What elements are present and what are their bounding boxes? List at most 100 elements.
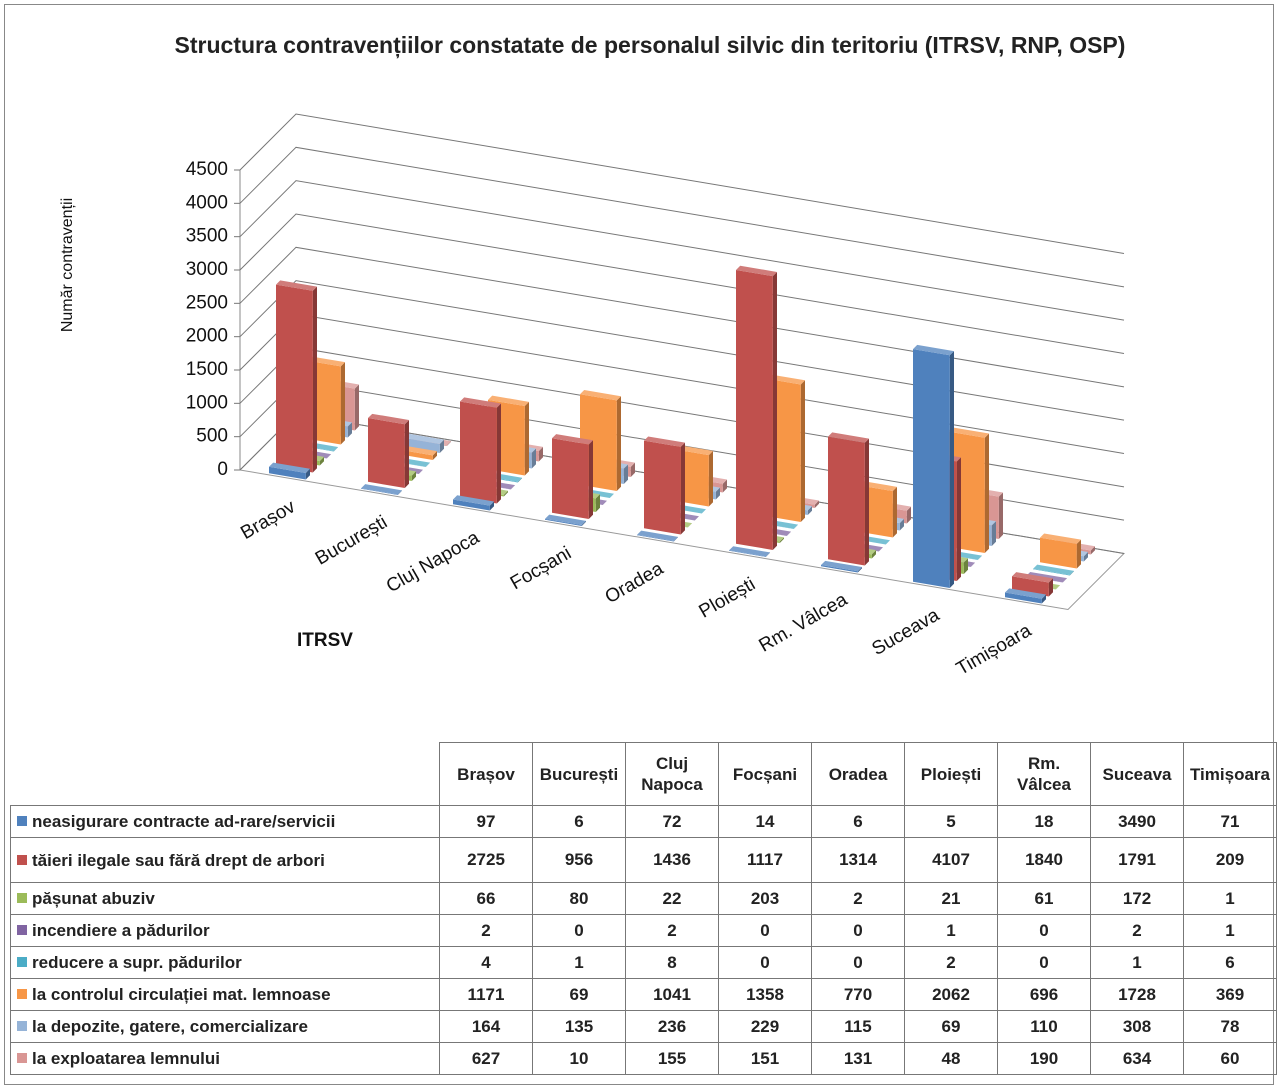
table-value: 2 — [904, 946, 998, 979]
legend-cell: neasigurare contracte ad-rare/servicii — [10, 805, 440, 838]
data-table: Brașov București Cluj Napoca Focșani Oradea P… — [10, 742, 1277, 1075]
grid-line — [239, 280, 1125, 421]
table-value: 1358 — [718, 978, 812, 1011]
bar-front — [276, 284, 313, 473]
y-tick-label: 1000 — [186, 392, 228, 413]
table-header: Cluj Napoca — [625, 742, 719, 806]
bar — [269, 462, 310, 480]
bar-top — [1033, 564, 1074, 576]
bar-side — [1048, 578, 1053, 597]
table-row: la exploatarea lemnului 627 10 155 151 131 48 1… — [10, 1042, 1277, 1075]
bar-top — [488, 395, 529, 407]
table-value: 71 — [1183, 805, 1277, 838]
table-value: 14 — [718, 805, 812, 838]
x-tick-label: Ploiești — [695, 574, 759, 623]
bar-side — [446, 441, 451, 446]
bar-front — [1005, 592, 1042, 604]
bar-side — [616, 396, 621, 491]
bar-front — [1033, 568, 1070, 576]
table-value: 1171 — [439, 978, 533, 1011]
bar-top — [1005, 588, 1046, 599]
legend-label: neasigurare contracte ad-rare/servicii — [32, 812, 336, 831]
legend-label: la depozite, gatere, comercializare — [32, 1017, 308, 1036]
table-value: 5 — [904, 805, 998, 838]
bar-front — [269, 466, 306, 480]
table-value: 627 — [439, 1042, 533, 1075]
x-tick-label: Oradea — [602, 558, 668, 608]
table-value: 2 — [625, 914, 719, 947]
bar-side — [319, 456, 324, 466]
table-value: 4107 — [904, 837, 998, 883]
table-value: 634 — [1090, 1042, 1184, 1075]
table-value: 10 — [532, 1042, 626, 1075]
bar-side — [595, 494, 600, 512]
table-value: 1 — [532, 946, 626, 979]
table-value: 151 — [718, 1042, 812, 1075]
bar — [368, 413, 409, 488]
bar — [453, 495, 494, 511]
bar — [403, 433, 444, 453]
bar-side — [588, 440, 593, 519]
legend-label: pășunat abuziv — [32, 889, 155, 908]
bar-side — [793, 524, 798, 529]
table-row: neasigurare contracte ad-rare/servicii 97… — [10, 805, 1277, 838]
bar-top — [637, 530, 678, 542]
x-tick-label: Cluj Napoca — [383, 527, 484, 597]
table-value: 229 — [718, 1010, 812, 1043]
bar-side — [765, 552, 770, 557]
bar-side — [1090, 546, 1095, 555]
bar-front — [729, 550, 766, 557]
table-value: 1 — [1183, 914, 1277, 947]
grid-line — [239, 246, 1125, 388]
table-value: 0 — [997, 914, 1091, 947]
bar — [644, 436, 685, 535]
table-value: 2 — [811, 882, 905, 915]
table-value: 2 — [1090, 914, 1184, 947]
table-row: tăieri ilegale sau fără drept de arbori 2… — [10, 837, 1277, 883]
bar-side — [779, 537, 784, 543]
bar-side — [687, 523, 692, 528]
bar-side — [949, 351, 954, 588]
bar-side — [312, 286, 317, 473]
table-value: 369 — [1183, 978, 1277, 1011]
bar-side — [425, 462, 430, 467]
bar — [913, 344, 954, 588]
table-header: Focșani — [718, 742, 812, 806]
table-value: 1 — [1090, 946, 1184, 979]
table-value: 172 — [1090, 882, 1184, 915]
bar-side — [333, 446, 338, 452]
y-tick-label: 2000 — [186, 326, 228, 347]
bar-top — [729, 546, 770, 557]
bar-side — [411, 471, 416, 481]
table-row: la depozite, gatere, comercializare 164 13… — [10, 1010, 1277, 1043]
bar-side — [305, 468, 310, 480]
table-value: 97 — [439, 805, 533, 838]
table-value: 190 — [997, 1042, 1091, 1075]
table-value: 60 — [1183, 1042, 1277, 1075]
table-header: Suceava — [1090, 742, 1184, 806]
table-value: 956 — [532, 837, 626, 883]
table-value: 0 — [718, 946, 812, 979]
table-value: 6 — [811, 805, 905, 838]
table-value: 1436 — [625, 837, 719, 883]
table-value: 1791 — [1090, 837, 1184, 883]
bar-side — [630, 462, 635, 477]
table-value: 6 — [1183, 946, 1277, 979]
bar-side — [786, 531, 791, 536]
bar-side — [864, 438, 869, 566]
bar-side — [984, 433, 989, 553]
bar — [361, 484, 402, 495]
bar-side — [708, 450, 713, 507]
bar-side — [991, 521, 996, 546]
table-value: 770 — [811, 978, 905, 1011]
table-value: 1 — [904, 914, 998, 947]
bar-top — [403, 433, 444, 444]
bar — [828, 432, 869, 566]
bar-side — [503, 490, 508, 497]
y-tick-label: 500 — [196, 426, 228, 447]
y-tick-label: 4000 — [186, 192, 228, 213]
table-value: 1 — [1183, 882, 1277, 915]
bar-top — [1012, 572, 1053, 583]
bar-side — [1069, 570, 1074, 576]
table-value: 4 — [439, 946, 533, 979]
